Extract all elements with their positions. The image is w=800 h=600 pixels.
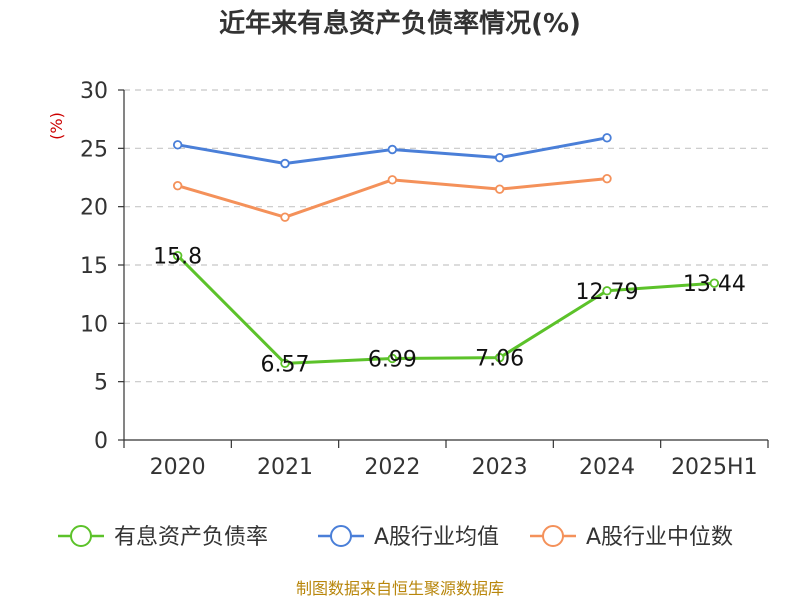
gridlines	[124, 89, 768, 383]
chart-title: 近年来有息资产负债率情况(%)	[219, 8, 581, 39]
data-point	[280, 158, 290, 169]
series-layer	[172, 133, 720, 369]
data-label: 7.06	[475, 347, 524, 372]
data-labels: 15.8 6.57 6.99 7.06 12.79 13.44	[153, 245, 746, 378]
legend-label: A股行业均值	[374, 525, 499, 550]
data-label: 6.99	[368, 347, 417, 372]
legend-swatch-marker	[542, 525, 564, 547]
x-tick-label: 2025H1	[671, 455, 758, 480]
data-point	[387, 144, 398, 155]
data-point	[602, 286, 612, 296]
data-label: 6.57	[261, 352, 310, 377]
legend-label: 有息资产负债率	[114, 525, 268, 550]
x-tick-label: 2020	[150, 455, 206, 480]
source-note: 制图数据来自恒生聚源数据库	[296, 579, 504, 598]
y-tick-label: 30	[80, 79, 108, 104]
data-point	[280, 212, 290, 222]
data-point	[602, 173, 612, 184]
data-point	[172, 180, 183, 191]
y-tick-label: 25	[80, 137, 108, 162]
data-point	[709, 278, 720, 288]
x-tick-label: 2021	[257, 455, 313, 480]
legend-swatch-marker	[330, 525, 352, 547]
legend[interactable]: 有息资产负债率 A股行业均值 A股行业中位数	[58, 525, 733, 550]
y-tick-label: 20	[80, 196, 108, 221]
data-point	[494, 152, 505, 163]
y-tick-label: 5	[94, 371, 108, 396]
data-point	[387, 353, 398, 364]
axes: 0 5 10 15 20 25 30 2020 2021 2022 2023 2024 2025H1	[80, 79, 769, 480]
data-point	[172, 140, 183, 150]
data-label: 12.79	[576, 280, 639, 305]
data-label: 13.44	[683, 272, 746, 297]
x-tick-label: 2024	[579, 455, 635, 480]
y-tick-label: 0	[94, 429, 108, 454]
legend-label: A股行业中位数	[586, 525, 733, 550]
data-point	[172, 250, 183, 261]
x-tick-label: 2023	[472, 455, 528, 480]
data-point	[494, 184, 505, 194]
data-point	[494, 352, 505, 363]
y-tick-label: 10	[80, 312, 108, 337]
series-line-1	[176, 254, 715, 365]
legend-swatch-marker	[70, 525, 92, 547]
data-point	[602, 133, 612, 143]
y-tick-label: 15	[80, 254, 108, 279]
data-point	[280, 358, 290, 369]
data-label: 15.8	[153, 245, 202, 270]
data-point	[387, 175, 398, 185]
x-tick-label: 2022	[364, 455, 420, 480]
y-axis-unit: (%)	[47, 112, 66, 140]
